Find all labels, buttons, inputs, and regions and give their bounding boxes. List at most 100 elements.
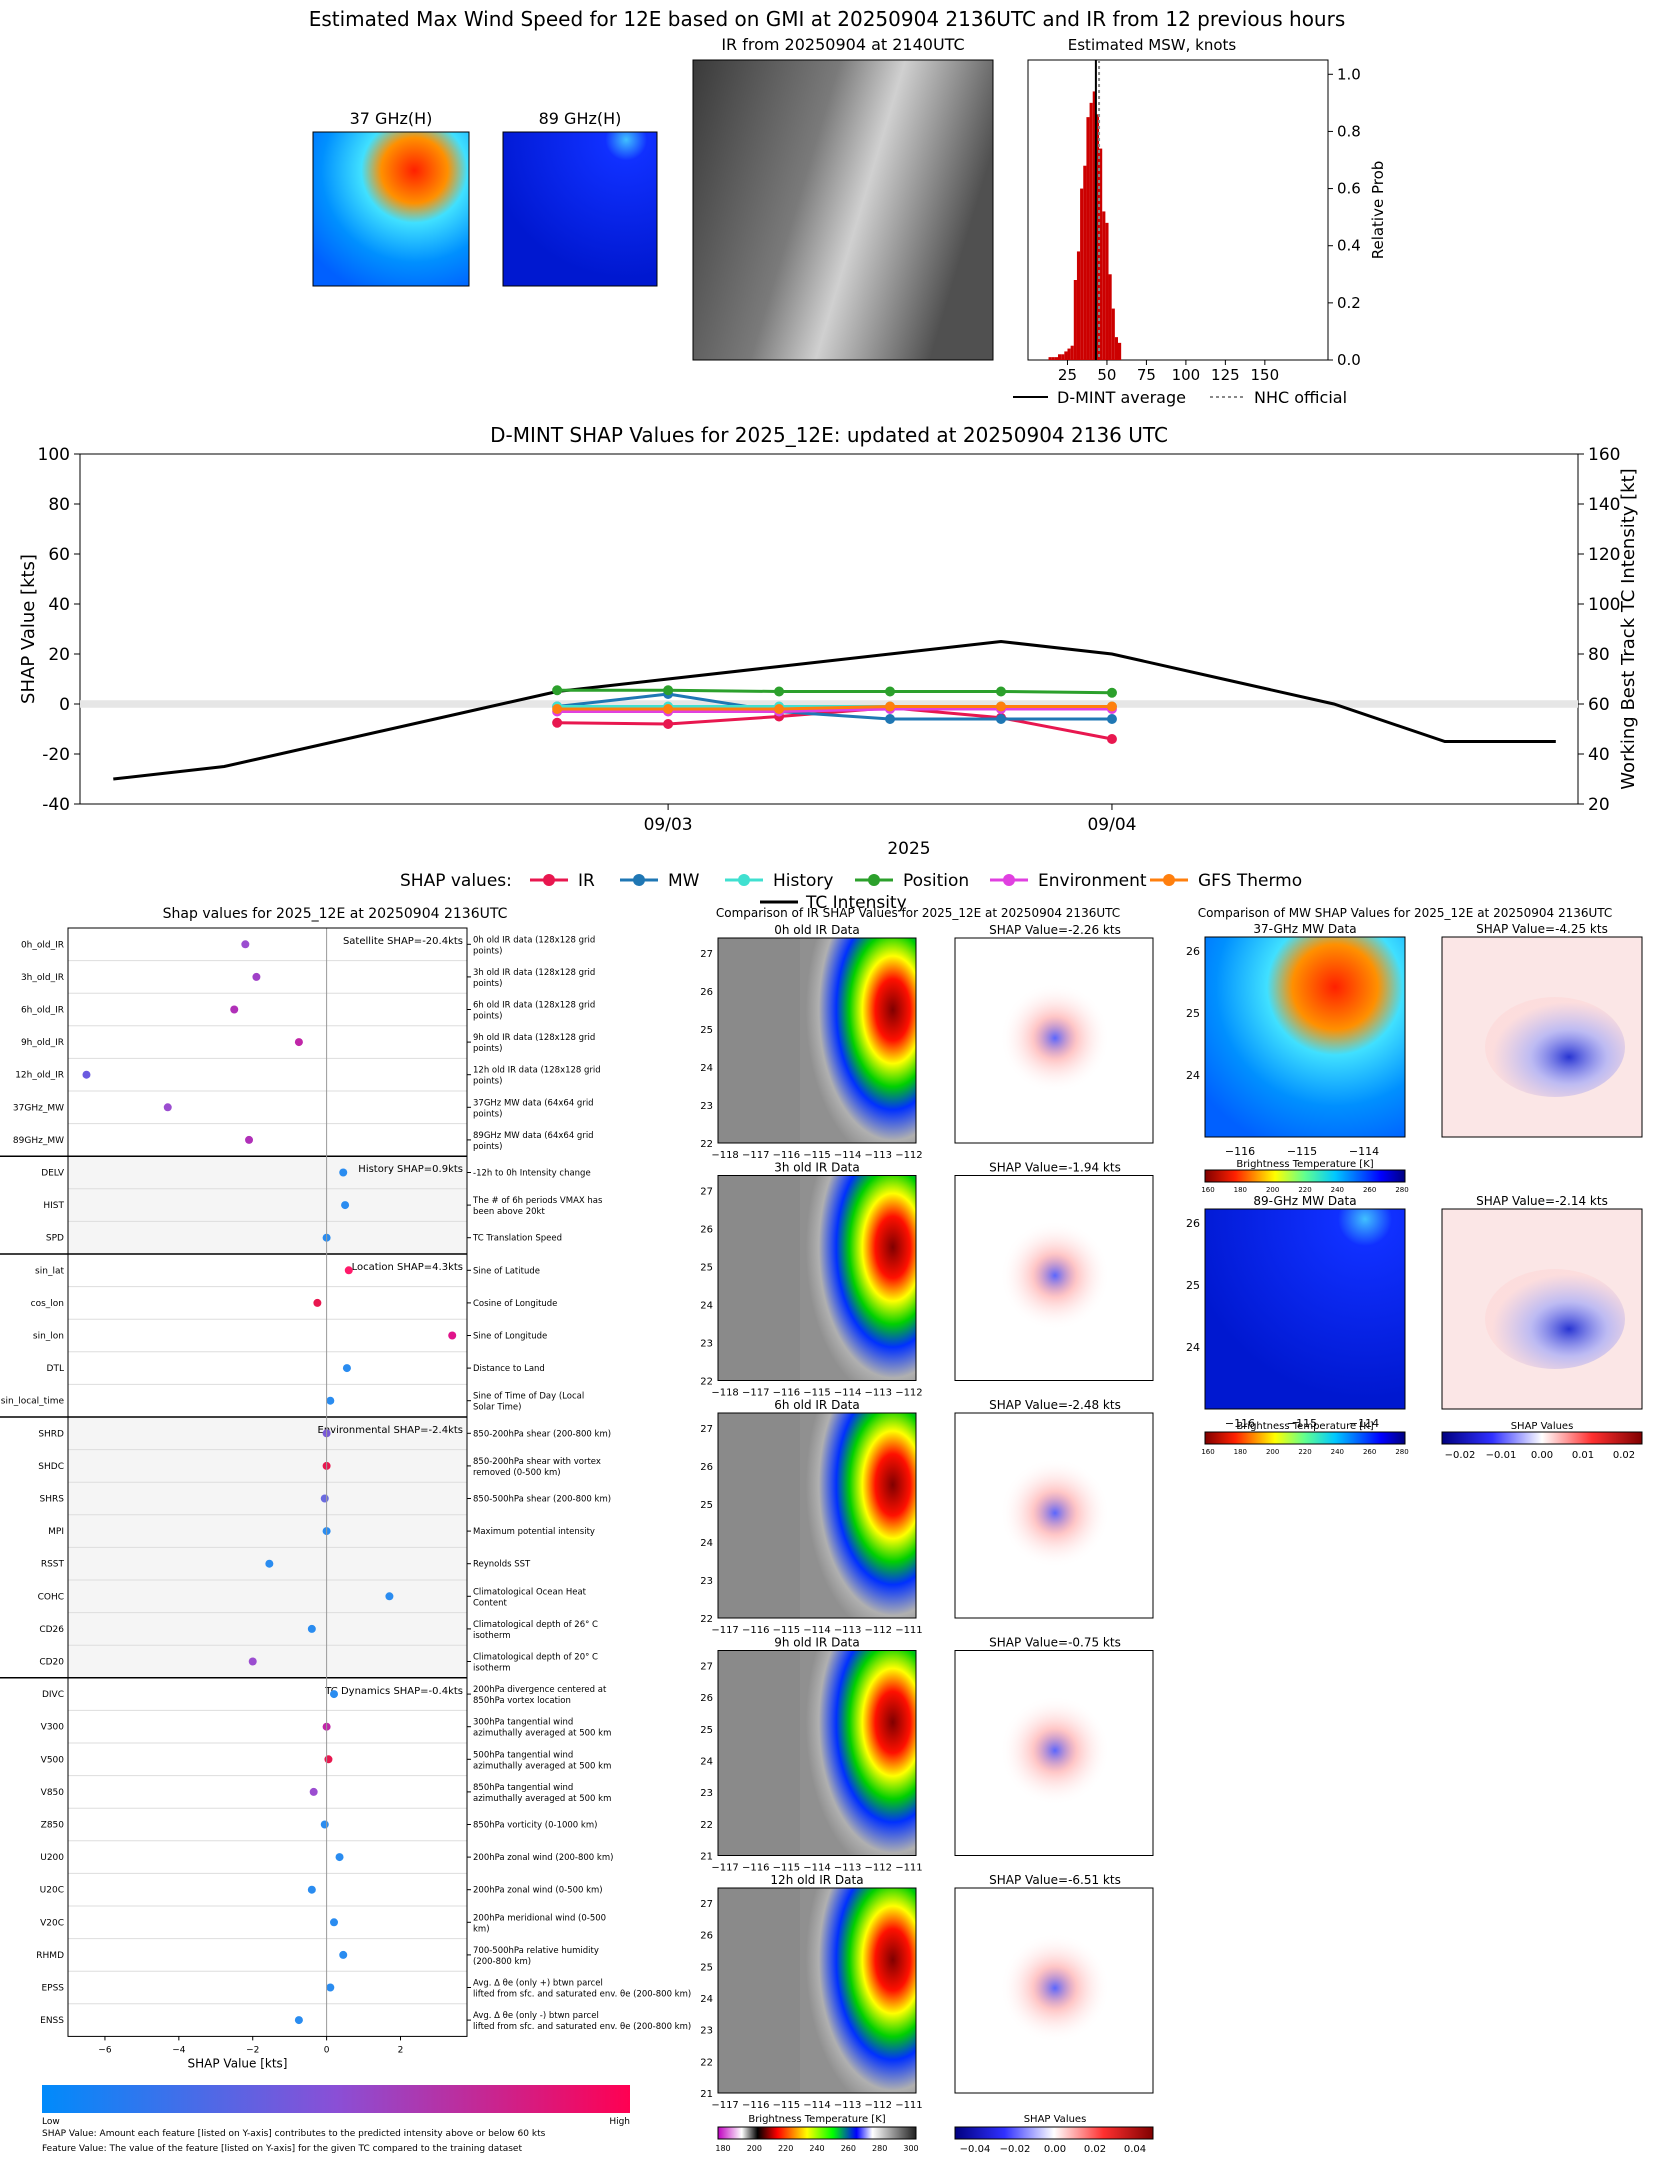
series-point (1106, 714, 1117, 724)
feature-chart-frame (67, 927, 468, 2037)
feature-name: RHMD (36, 1951, 64, 1961)
ir-ytick-label: 27 (700, 1662, 713, 1673)
feature-desc: points) (473, 1077, 502, 1087)
series-point (1106, 701, 1117, 712)
msw-bar (1114, 337, 1118, 360)
feature-name: SPD (46, 1234, 64, 1244)
mw-bt-colorbar (1204, 1431, 1406, 1445)
ir-data-label: 0h old IR Data (774, 923, 860, 937)
msw-xtick-label: 25 (1058, 366, 1077, 384)
mw-shap-tick: −0.02 (1445, 1450, 1476, 1461)
feature-point (385, 1592, 394, 1601)
feature-desc: 3h old IR data (128x128 grid (473, 968, 595, 978)
feature-desc: 700-500hPa relative humidity (473, 1946, 599, 1956)
legend-label: GFS Thermo (1198, 871, 1302, 891)
mw-bt-tick: 200 (1266, 1186, 1279, 1194)
mw-shap-colorbar (1441, 1431, 1643, 1445)
feature-xtick-label: 2 (398, 2045, 404, 2055)
msw-xtick-label: 125 (1211, 366, 1240, 384)
group-label: Location SHAP=4.3kts (352, 1262, 463, 1273)
mw-shap-tick: −0.01 (1486, 1450, 1517, 1461)
feature-point (320, 1494, 329, 1503)
ir-shap-tick: −0.04 (960, 2144, 991, 2155)
ir-ytick-label: 25 (700, 1025, 713, 1036)
feature-xtick-label: −2 (246, 2045, 259, 2055)
ir-bt-tick: 200 (747, 2144, 762, 2153)
msw-ylabel: Relative Prob (1369, 161, 1387, 260)
msw-bar (1092, 91, 1096, 360)
panel-89ghz-image (502, 131, 658, 287)
series-point (552, 704, 563, 714)
msw-histogram: 25 50 75 100 125 150 0.0 0.2 0.4 0.6 0.8 1.0 Relativ… (1013, 59, 1387, 407)
ir-bt-colorbar (717, 2126, 917, 2140)
mw-bt-tick: 240 (1331, 1186, 1344, 1194)
ir-shap-label: SHAP Value=-1.94 kts (989, 1161, 1121, 1175)
ir-ytick-label: 27 (700, 949, 713, 960)
series-point (774, 704, 785, 714)
msw-xtick-label: 100 (1172, 366, 1201, 384)
feature-name: RSST (41, 1560, 65, 1570)
feature-point (448, 1331, 457, 1340)
feature-name: DIVC (42, 1690, 64, 1700)
legend-label: IR (578, 871, 595, 891)
feature-desc: Sine of Longitude (473, 1332, 547, 1342)
feature-point (342, 1364, 351, 1373)
panel-89ghz-title: 89 GHz(H) (539, 109, 622, 128)
msw-ytick-label: 0.6 (1337, 180, 1361, 198)
feature-desc: Climatological depth of 20° C (473, 1653, 598, 1663)
mw-xtick-label: −114 (1349, 1417, 1379, 1430)
mw-bt-tick: 260 (1363, 1186, 1376, 1194)
panel-ir-image (692, 59, 994, 361)
feature-name: EPSS (41, 1984, 64, 1994)
series-line-mw (556, 692, 1112, 721)
feature-name: 37GHz_MW (13, 1103, 64, 1113)
msw-bar (1111, 308, 1115, 360)
mw-bt-label: Brightness Temperature [K] (1236, 1421, 1373, 1432)
feature-point (245, 1135, 254, 1144)
msw-bar (1070, 345, 1074, 360)
mw-bt-tick: 180 (1234, 1448, 1247, 1456)
ir-ytick-label: 24 (700, 1063, 713, 1074)
mw-shap-tick: 0.01 (1572, 1450, 1594, 1461)
ir-xtick-labels: −117 −116 −115 −114 −113 −112 −111 (711, 1863, 922, 1874)
mw-bt-tick: 160 (1201, 1448, 1214, 1456)
feature-xlabel: SHAP Value [kts] (188, 2056, 288, 2070)
feature-point (248, 1657, 257, 1666)
ts-ytick-label: 40 (48, 595, 70, 615)
mw-bt-tick: 240 (1331, 1448, 1344, 1456)
feature-point (230, 1005, 239, 1014)
feature-point (82, 1070, 91, 1079)
ir-ytick-label: 25 (700, 1263, 713, 1274)
ir-image-frame (717, 1175, 917, 1381)
ts-y2tick-label: 80 (1588, 645, 1610, 665)
series-line-gfs-thermo (557, 705, 1112, 711)
feature-desc: Sine of Latitude (473, 1266, 540, 1276)
series-point (995, 686, 1006, 697)
feature-name: SHRD (38, 1429, 64, 1439)
feature-desc: Climatological Ocean Heat (473, 1587, 587, 1597)
msw-bar (1054, 357, 1058, 360)
mw-ytick-label: 25 (1186, 1279, 1200, 1292)
ir-ytick-label: 25 (700, 1725, 713, 1736)
ir-ytick-label: 24 (700, 1538, 713, 1549)
panel-ir-title: IR from 20250904 at 2140UTC (721, 35, 964, 54)
feature-name: sin_lat (35, 1266, 64, 1276)
ts-y2label: Working Best Track TC Intensity [kt] (1618, 468, 1639, 789)
ir-ytick-label: 23 (700, 1339, 713, 1350)
msw-bar (1067, 348, 1071, 360)
msw-bar (1102, 211, 1106, 360)
feature-name: CD20 (39, 1658, 64, 1668)
ir-bt-tick: 260 (841, 2144, 856, 2153)
ts-ytick-label: 60 (48, 545, 70, 565)
feature-desc: 850-200hPa shear (200-800 km) (473, 1429, 611, 1439)
feature-desc: points) (473, 1109, 502, 1119)
feature-name: 9h_old_IR (21, 1038, 64, 1048)
ir-ytick-label: 23 (700, 2026, 713, 2037)
mw-ytick-label: 24 (1186, 1341, 1200, 1354)
msw-bar (1118, 342, 1122, 360)
mw-ytick-label: 26 (1186, 1217, 1200, 1230)
ir-image-frame (717, 1412, 917, 1619)
ir-shap-label: SHAP Value=-0.75 kts (989, 1636, 1121, 1650)
msw-ytick-label: 0.4 (1337, 237, 1361, 255)
ir-ytick-label: 26 (700, 1931, 713, 1942)
